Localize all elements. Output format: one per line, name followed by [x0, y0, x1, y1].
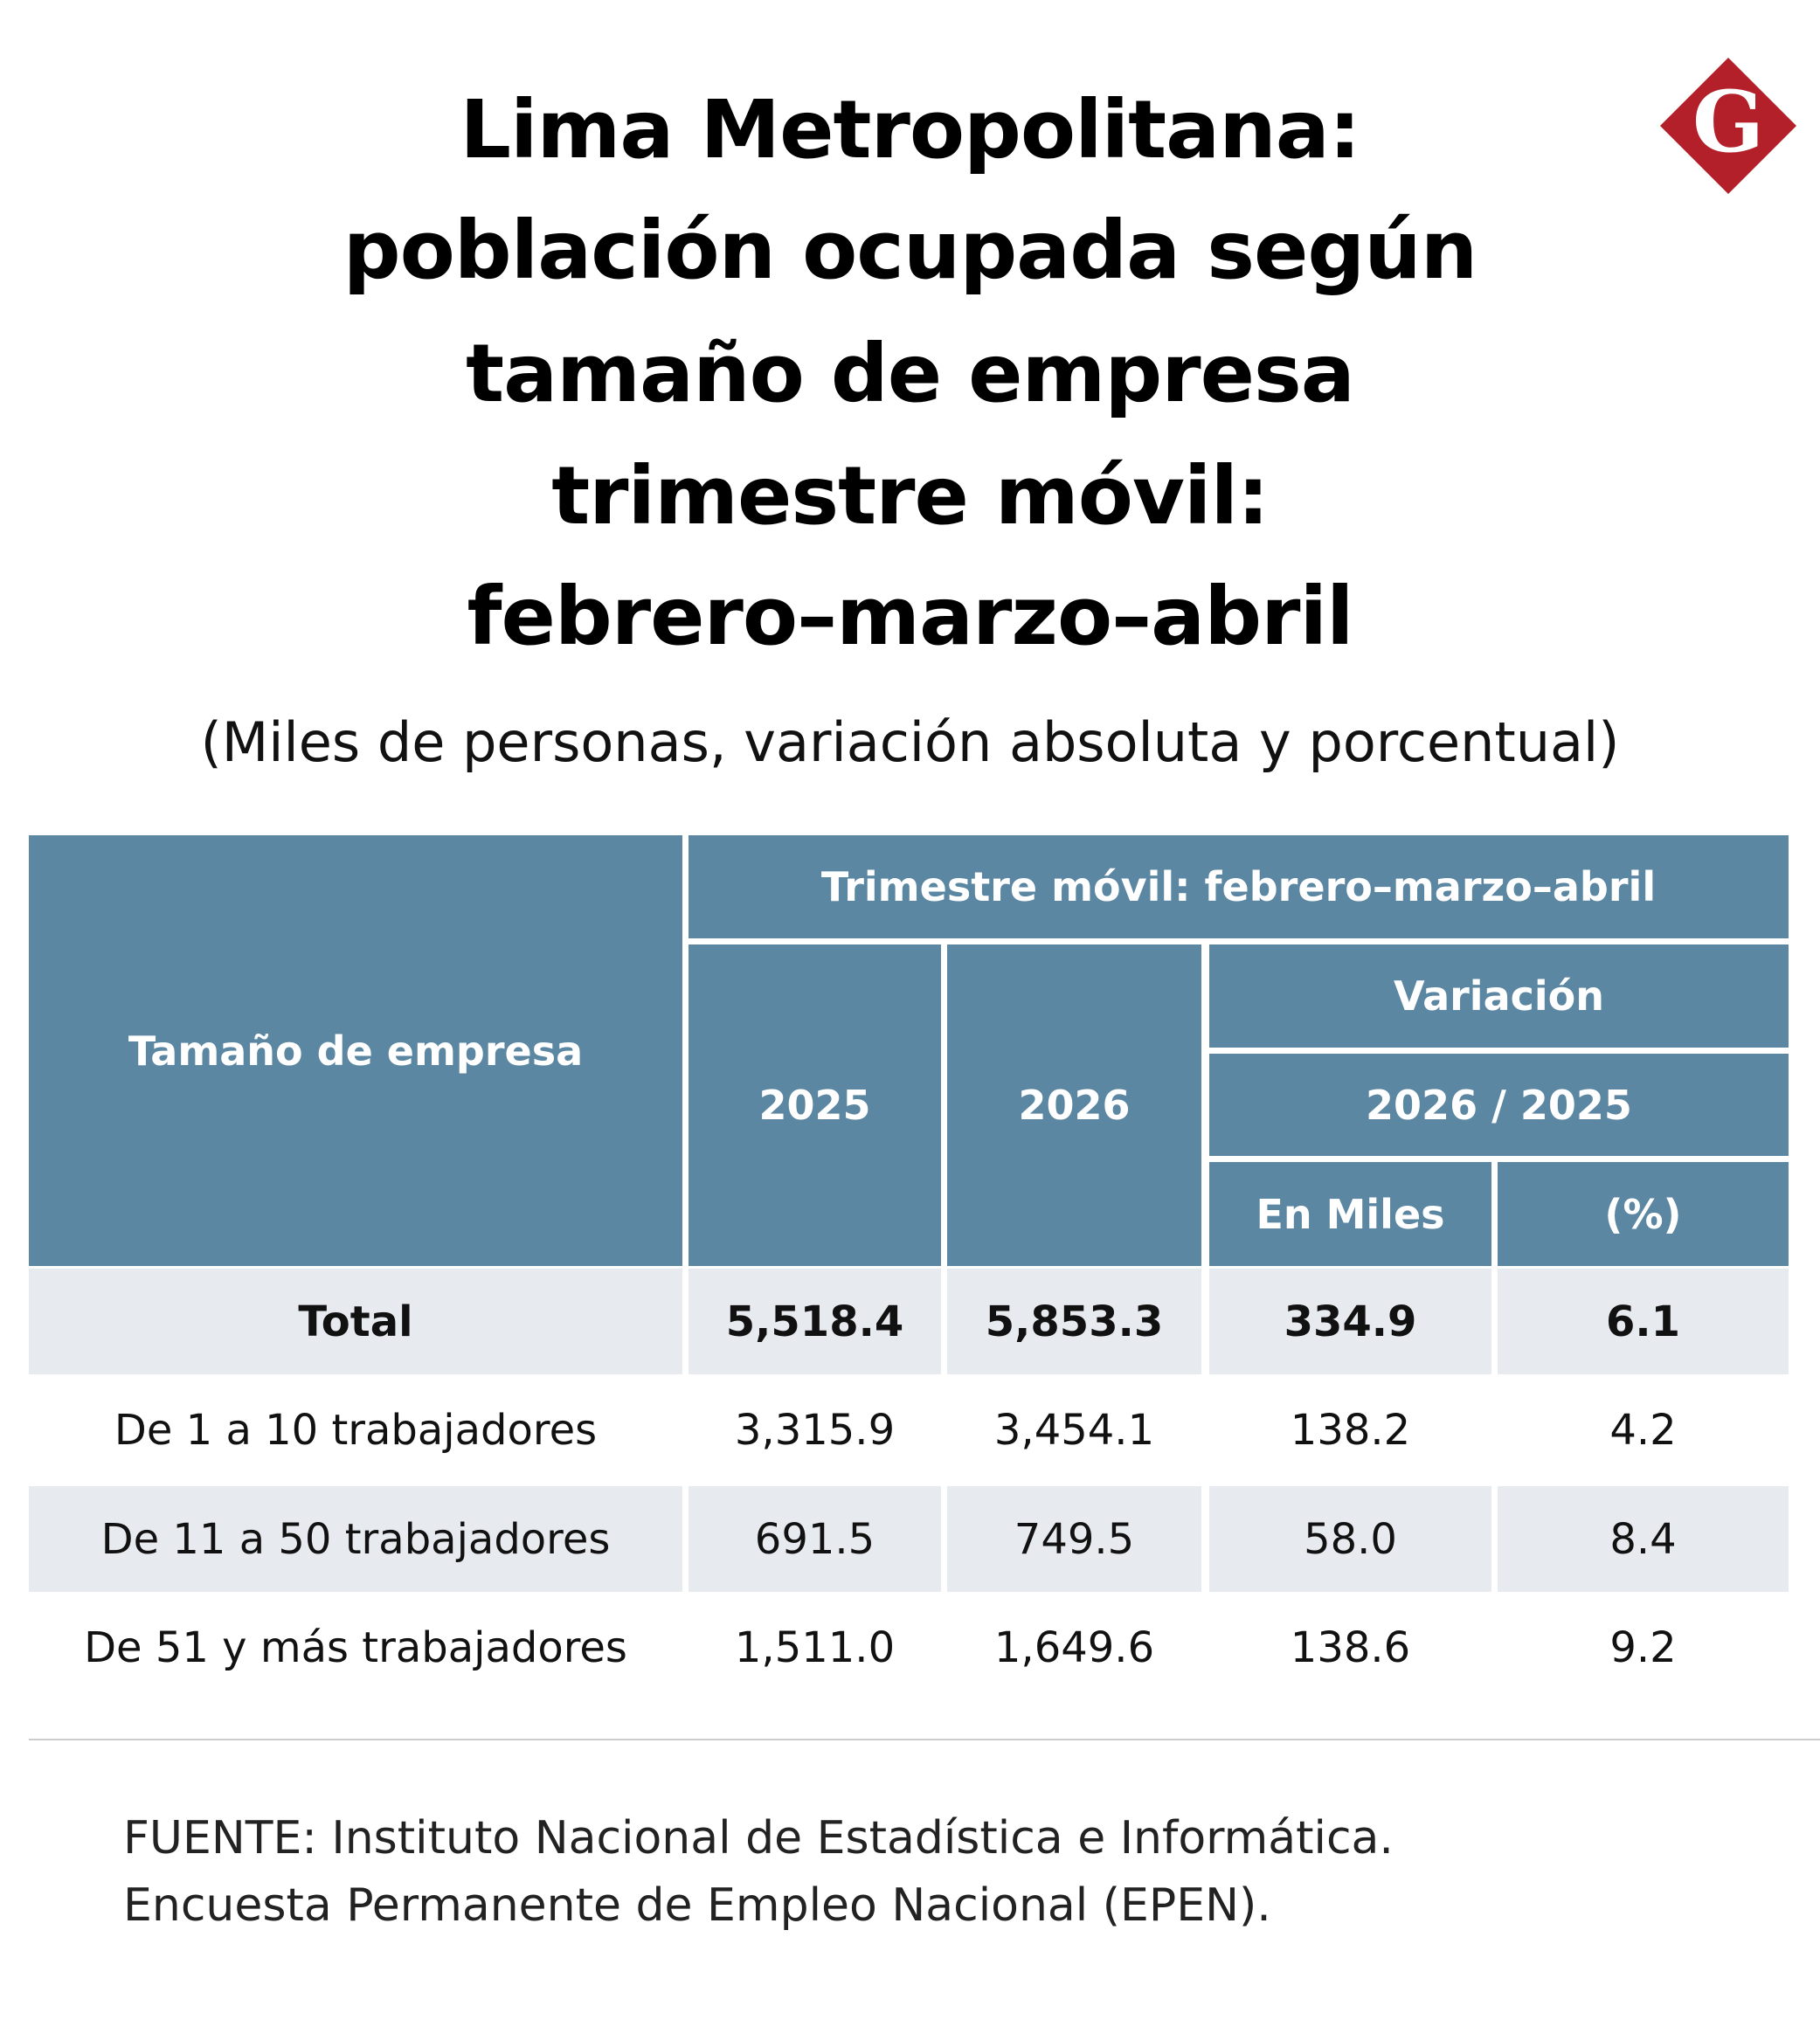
row-label: De 11 a 50 trabajadores — [29, 1486, 682, 1592]
header-cell: Tamaño de empresa — [29, 835, 682, 1266]
source-line: Encuesta Permanente de Empleo Nacional (… — [123, 1879, 1271, 1932]
header-cell: 2025 — [689, 944, 941, 1266]
table-cell: 749.5 — [947, 1486, 1201, 1592]
title-line: población ocupada según — [343, 203, 1477, 297]
title-line: trimestre móvil: — [551, 448, 1270, 543]
table-cell: 5,853.3 — [947, 1269, 1201, 1374]
subtitle: (Miles de personas, variación absoluta y… — [200, 709, 1620, 774]
title-line: Lima Metropolitana: — [460, 82, 1360, 176]
header-cell: En Miles — [1209, 1162, 1491, 1266]
title-line: tamaño de empresa — [466, 326, 1355, 420]
table-cell: 691.5 — [689, 1486, 941, 1592]
table-cell: 138.2 — [1290, 1406, 1411, 1455]
title-line: febrero–marzo–abril — [467, 569, 1353, 663]
source-line: FUENTE: Instituto Nacional de Estadístic… — [123, 1812, 1394, 1864]
table-cell: 3,454.1 — [993, 1406, 1155, 1455]
divider — [29, 1739, 1820, 1740]
header-cell: Variación — [1209, 944, 1789, 1048]
table-cell: 8.4 — [1498, 1486, 1789, 1592]
row-label: Total — [29, 1269, 682, 1374]
table-cell: 9.2 — [1609, 1623, 1677, 1672]
header-cell: (%) — [1498, 1162, 1789, 1266]
table-cell: 1,511.0 — [734, 1623, 896, 1672]
table-cell: 334.9 — [1209, 1269, 1491, 1374]
table-cell: 3,315.9 — [734, 1406, 896, 1455]
table-cell: 1,649.6 — [993, 1623, 1155, 1672]
table-cell: 58.0 — [1209, 1486, 1491, 1592]
table-cell: 5,518.4 — [689, 1269, 941, 1374]
row-label: De 1 a 10 trabajadores — [114, 1406, 598, 1455]
logo: G — [1660, 58, 1796, 194]
header-cell: Trimestre móvil: febrero–marzo–abril — [689, 835, 1789, 938]
row-label: De 51 y más trabajadores — [84, 1623, 627, 1672]
table-cell: 6.1 — [1498, 1269, 1789, 1374]
table-cell: 138.6 — [1290, 1623, 1411, 1672]
header-cell: 2026 — [947, 944, 1201, 1266]
logo-letter: G — [1692, 73, 1764, 171]
table-cell: 4.2 — [1609, 1406, 1677, 1455]
header-cell: 2026 / 2025 — [1209, 1054, 1789, 1156]
